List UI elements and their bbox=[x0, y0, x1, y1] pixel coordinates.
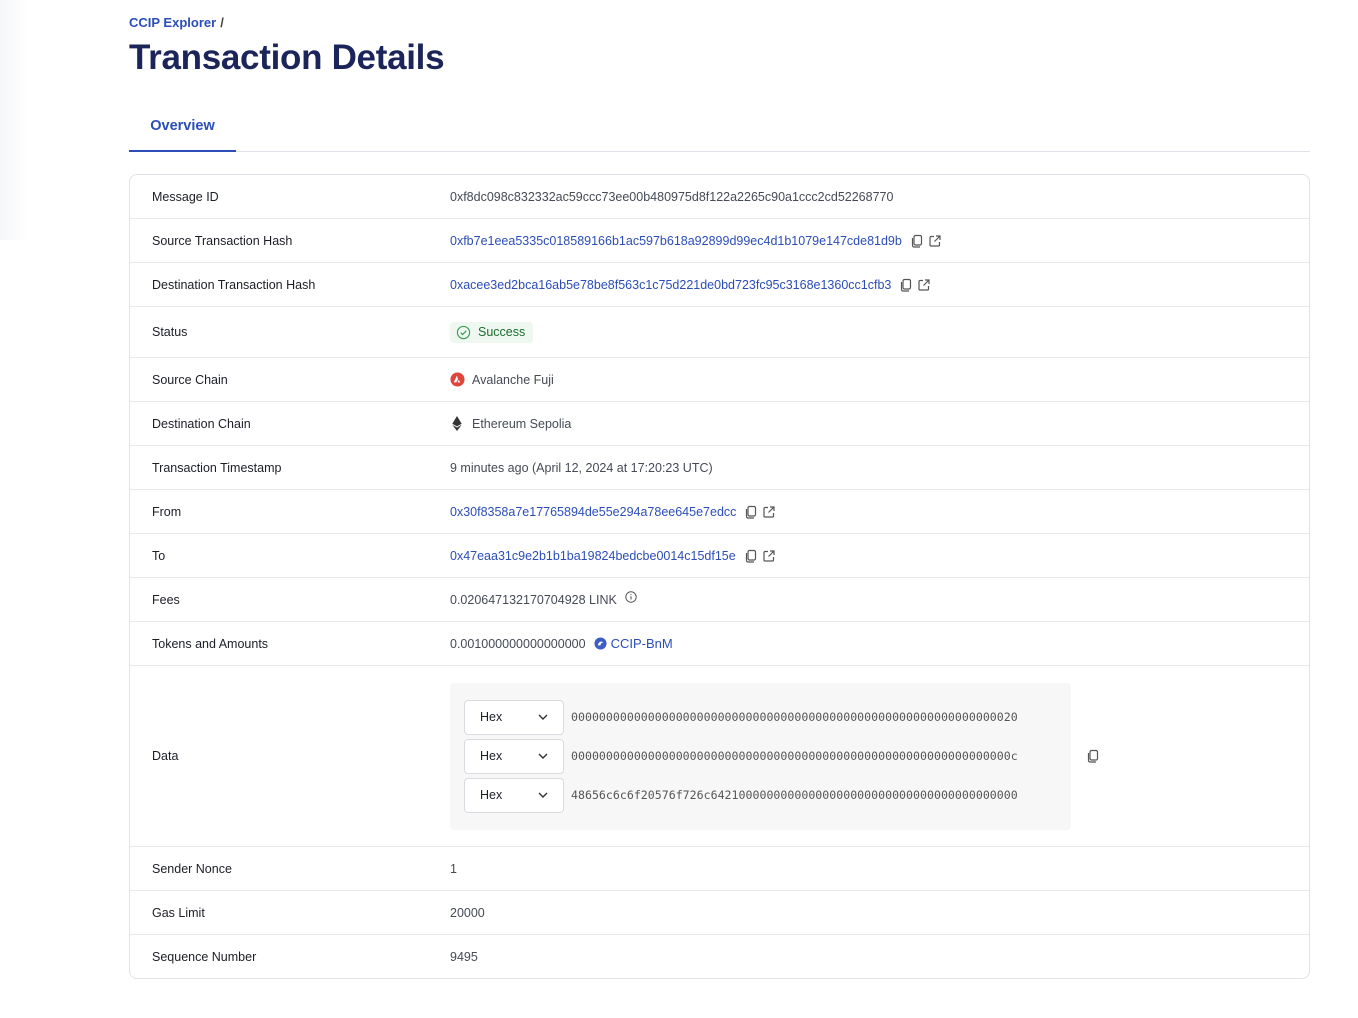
row-tokens: Tokens and Amounts 0.001000000000000000 … bbox=[130, 621, 1309, 665]
row-source-chain: Source Chain Avalanche Fuji bbox=[130, 357, 1309, 401]
hex-value: 0000000000000000000000000000000000000000… bbox=[571, 749, 1018, 763]
row-dest-tx: Destination Transaction Hash 0xacee3ed2b… bbox=[130, 262, 1309, 306]
copy-icon[interactable] bbox=[899, 278, 913, 292]
label: Gas Limit bbox=[152, 905, 205, 920]
row-from: From 0x30f8358a7e17765894de55e294a78ee64… bbox=[130, 489, 1309, 533]
label: Source Transaction Hash bbox=[152, 233, 293, 248]
row-timestamp: Transaction Timestamp 9 minutes ago (Apr… bbox=[130, 445, 1309, 489]
tab-overview[interactable]: Overview bbox=[129, 104, 236, 152]
external-link-icon[interactable] bbox=[762, 505, 776, 519]
row-to: To 0x47eaa31c9e2b1b1ba19824bedcbe0014c15… bbox=[130, 533, 1309, 577]
label: Status bbox=[152, 325, 188, 339]
row-gas-limit: Gas Limit 20000 bbox=[130, 890, 1309, 934]
source-chain-name: Avalanche Fuji bbox=[472, 372, 554, 387]
label: Tokens and Amounts bbox=[152, 636, 269, 651]
row-fees: Fees 0.020647132170704928 LINK bbox=[130, 577, 1309, 621]
dest-tx-link[interactable]: 0xacee3ed2bca16ab5e78be8f563c1c75d221de0… bbox=[450, 277, 892, 292]
label: Sender Nonce bbox=[152, 861, 232, 876]
hex-value: 48656c6c6f20576f726c64210000000000000000… bbox=[571, 788, 1018, 802]
row-nonce: Sender Nonce 1 bbox=[130, 846, 1309, 890]
data-line: Hex 000000000000000000000000000000000000… bbox=[464, 738, 1057, 774]
info-icon[interactable] bbox=[625, 590, 637, 603]
format-select[interactable]: Hex bbox=[464, 738, 564, 774]
copy-icon[interactable] bbox=[744, 549, 758, 563]
breadcrumb-ccip-explorer[interactable]: CCIP Explorer bbox=[129, 15, 217, 30]
label: Destination Chain bbox=[152, 416, 251, 431]
check-circle-icon bbox=[456, 325, 471, 339]
format-select[interactable]: Hex bbox=[464, 777, 564, 813]
copy-icon[interactable] bbox=[1086, 749, 1100, 763]
row-status: Status Success bbox=[130, 306, 1309, 357]
label: Data bbox=[152, 749, 179, 763]
status-badge: Success bbox=[450, 321, 534, 343]
from-address-link[interactable]: 0x30f8358a7e17765894de55e294a78ee645e7ed… bbox=[450, 504, 737, 519]
row-data: Data Hex 0000000000000000000000000000000… bbox=[130, 665, 1309, 846]
label: Destination Transaction Hash bbox=[152, 277, 316, 292]
fees-value: 0.020647132170704928 LINK bbox=[450, 592, 617, 607]
chevron-down-icon bbox=[538, 714, 548, 720]
source-tx-link[interactable]: 0xfb7e1eea5335c018589166b1ac597b618a9289… bbox=[450, 233, 902, 248]
format-select[interactable]: Hex bbox=[464, 699, 564, 735]
page-title: Transaction Details bbox=[129, 38, 445, 77]
message-id-value: 0xf8dc098c832332ac59ccc73ee00b480975d8f1… bbox=[450, 189, 894, 204]
hex-value: 0000000000000000000000000000000000000000… bbox=[571, 710, 1018, 724]
details-card: Message ID 0xf8dc098c832332ac59ccc73ee00… bbox=[129, 174, 1310, 979]
breadcrumb-separator: / bbox=[220, 15, 224, 30]
token-amount: 0.001000000000000000 bbox=[450, 636, 586, 651]
chevron-down-icon bbox=[538, 792, 548, 798]
data-box: Hex 000000000000000000000000000000000000… bbox=[450, 682, 1071, 830]
ethereum-icon bbox=[452, 416, 462, 431]
data-line: Hex 000000000000000000000000000000000000… bbox=[464, 699, 1057, 735]
row-message-id: Message ID 0xf8dc098c832332ac59ccc73ee00… bbox=[130, 175, 1309, 218]
avalanche-icon bbox=[450, 372, 465, 387]
nonce-value: 1 bbox=[450, 861, 457, 876]
timestamp-value: 9 minutes ago (April 12, 2024 at 17:20:2… bbox=[450, 460, 713, 475]
copy-icon[interactable] bbox=[744, 505, 758, 519]
row-dest-chain: Destination Chain Ethereum Sepolia bbox=[130, 401, 1309, 445]
copy-icon[interactable] bbox=[910, 234, 924, 248]
row-source-tx: Source Transaction Hash 0xfb7e1eea5335c0… bbox=[130, 218, 1309, 262]
format-value: Hex bbox=[480, 749, 503, 763]
chevron-down-icon bbox=[538, 753, 548, 759]
row-sequence: Sequence Number 9495 bbox=[130, 934, 1309, 978]
label: Fees bbox=[152, 592, 180, 607]
label: Message ID bbox=[152, 189, 219, 204]
label: Source Chain bbox=[152, 372, 228, 387]
format-value: Hex bbox=[480, 788, 503, 802]
external-link-icon[interactable] bbox=[928, 234, 942, 248]
ccip-bnm-token-icon bbox=[594, 637, 607, 650]
dest-chain-name: Ethereum Sepolia bbox=[472, 416, 572, 431]
label: To bbox=[152, 548, 166, 563]
sidebar-edge bbox=[0, 0, 30, 240]
breadcrumb: CCIP Explorer / bbox=[129, 15, 224, 30]
label: Transaction Timestamp bbox=[152, 460, 282, 475]
status-text: Success bbox=[478, 325, 526, 339]
sequence-value: 9495 bbox=[450, 949, 478, 964]
label: Sequence Number bbox=[152, 949, 257, 964]
external-link-icon[interactable] bbox=[762, 549, 776, 563]
data-line: Hex 48656c6c6f20576f726c6421000000000000… bbox=[464, 777, 1057, 813]
to-address-link[interactable]: 0x47eaa31c9e2b1b1ba19824bedcbe0014c15df1… bbox=[450, 548, 736, 563]
format-value: Hex bbox=[480, 710, 503, 724]
label: From bbox=[152, 504, 182, 519]
token-link[interactable]: CCIP-BnM bbox=[610, 636, 673, 651]
tab-bar: Overview bbox=[129, 104, 1310, 152]
external-link-icon[interactable] bbox=[917, 278, 931, 292]
gas-limit-value: 20000 bbox=[450, 905, 485, 920]
